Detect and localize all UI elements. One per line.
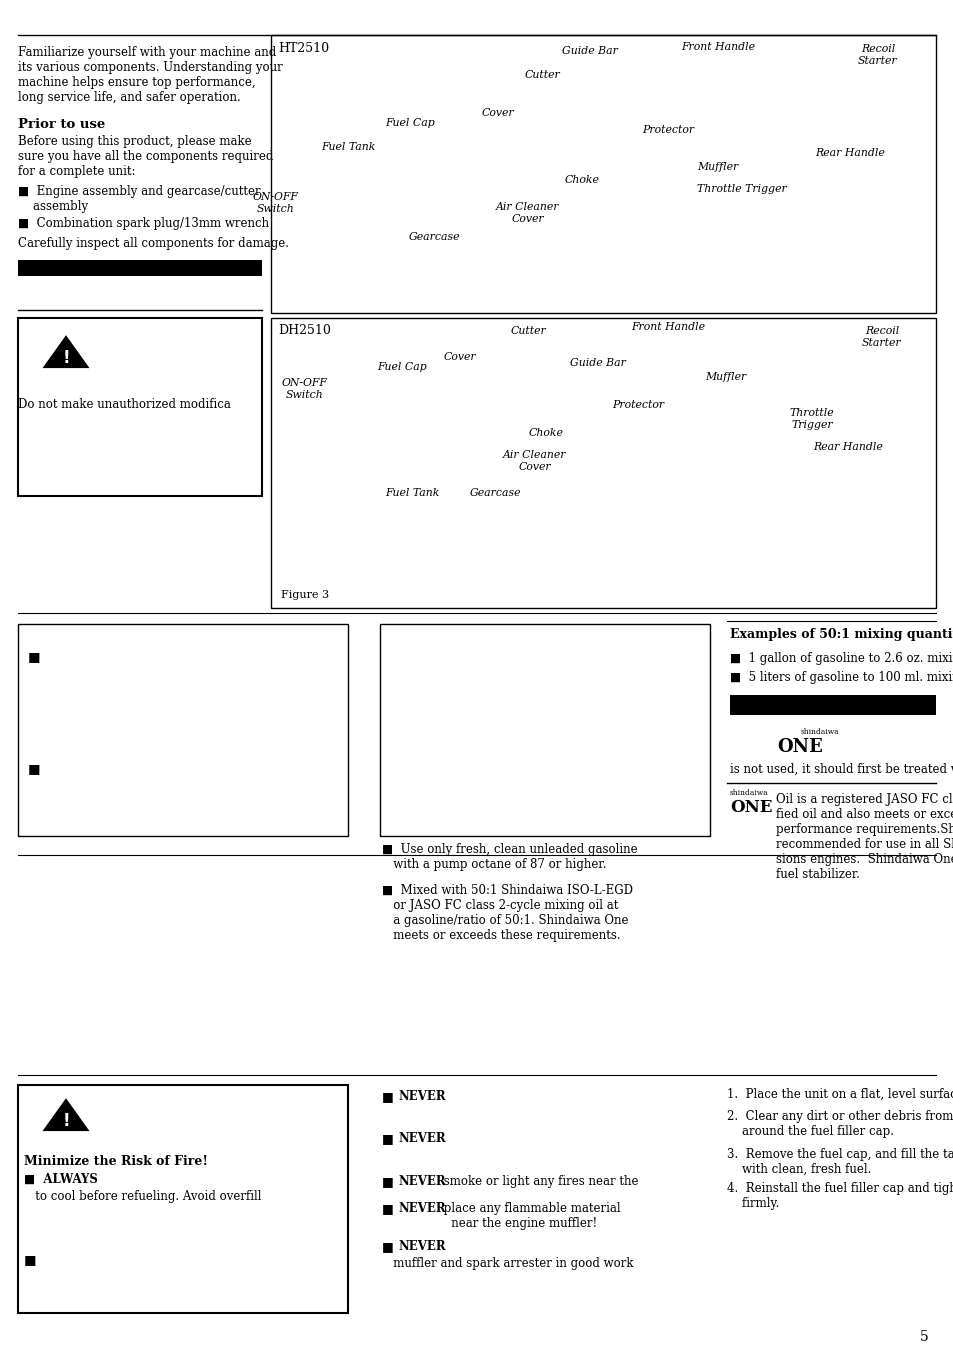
Text: ■: ■: [381, 1174, 401, 1188]
Text: NEVER: NEVER: [397, 1089, 445, 1103]
Polygon shape: [45, 1100, 87, 1130]
Bar: [18, 624, 348, 836]
Text: smoke or light any fires near the: smoke or light any fires near the: [439, 1174, 638, 1188]
Text: ■: ■: [28, 761, 40, 775]
Text: to cool before refueling. Avoid overfill: to cool before refueling. Avoid overfill: [24, 1189, 261, 1203]
Text: Protector: Protector: [641, 126, 694, 135]
Text: ■: ■: [24, 1253, 36, 1266]
Text: Gearcase: Gearcase: [470, 487, 521, 498]
Text: Recoil
Starter: Recoil Starter: [858, 45, 897, 66]
Text: Air Cleaner
Cover: Air Cleaner Cover: [496, 202, 559, 224]
Text: !: !: [62, 350, 70, 367]
Text: Fuel Tank: Fuel Tank: [384, 487, 438, 498]
Bar: [379, 624, 709, 836]
Bar: [18, 1085, 348, 1314]
Text: ■  ALWAYS: ■ ALWAYS: [24, 1173, 98, 1187]
Text: Recoil
Starter: Recoil Starter: [862, 325, 901, 347]
Text: !: !: [62, 1112, 70, 1130]
Text: Carefully inspect all components for damage.: Carefully inspect all components for dam…: [18, 238, 289, 250]
Text: muffler and spark arrester in good work: muffler and spark arrester in good work: [381, 1257, 633, 1270]
Text: ■: ■: [381, 1133, 401, 1145]
Text: ■: ■: [381, 1241, 401, 1253]
Text: Minimize the Risk of Fire!: Minimize the Risk of Fire!: [24, 1156, 208, 1168]
Text: Familiarize yourself with your machine and
its various components. Understanding: Familiarize yourself with your machine a…: [18, 46, 282, 104]
Text: Choke: Choke: [564, 176, 598, 185]
Text: ■  Engine assembly and gearcase/cutter
    assembly: ■ Engine assembly and gearcase/cutter as…: [18, 185, 260, 213]
Text: Rear Handle: Rear Handle: [812, 441, 882, 452]
Bar: [729, 695, 935, 716]
Bar: [18, 261, 262, 275]
Text: Fuel Tank: Fuel Tank: [320, 142, 375, 153]
Text: Gearcase: Gearcase: [409, 232, 460, 242]
Text: Oil is a registered JASO FC classi-
fied oil and also meets or exceeds ISO-L-EGD: Oil is a registered JASO FC classi- fied…: [775, 792, 953, 882]
Text: Do not make unauthorized modifica: Do not make unauthorized modifica: [18, 398, 231, 410]
Text: ■  Mixed with 50:1 Shindaiwa ISO-L-EGD
   or JASO FC class 2-cycle mixing oil at: ■ Mixed with 50:1 Shindaiwa ISO-L-EGD or…: [381, 884, 633, 942]
Text: Front Handle: Front Handle: [680, 42, 754, 53]
Text: 3.  Remove the fuel cap, and fill the tank
    with clean, fresh fuel.: 3. Remove the fuel cap, and fill the tan…: [726, 1148, 953, 1176]
Text: ■  5 liters of gasoline to 100 ml. mixing oil: ■ 5 liters of gasoline to 100 ml. mixing…: [729, 671, 953, 684]
Text: Fuel Cap: Fuel Cap: [376, 362, 426, 373]
Text: place any flammable material
   near the engine muffler!: place any flammable material near the en…: [439, 1202, 620, 1230]
Text: Guide Bar: Guide Bar: [570, 358, 625, 369]
Text: Throttle
Trigger: Throttle Trigger: [789, 408, 834, 429]
Bar: [18, 319, 262, 495]
Text: Cutter: Cutter: [510, 325, 545, 336]
Text: Front Handle: Front Handle: [630, 323, 704, 332]
Text: ■: ■: [381, 1089, 401, 1103]
Text: Prior to use: Prior to use: [18, 117, 105, 131]
Text: Figure 3: Figure 3: [281, 590, 329, 599]
Text: ■: ■: [28, 649, 40, 663]
Text: Muffler: Muffler: [697, 162, 738, 171]
Text: ■  1 gallon of gasoline to 2.6 oz. mixing oil: ■ 1 gallon of gasoline to 2.6 oz. mixing…: [729, 652, 953, 666]
Text: ONE: ONE: [729, 799, 772, 815]
Text: is not used, it should first be treated with: is not used, it should first be treated …: [729, 763, 953, 776]
Text: Fuel Cap: Fuel Cap: [385, 117, 435, 128]
Text: shindaiwa: shindaiwa: [800, 728, 839, 736]
Text: Rear Handle: Rear Handle: [814, 148, 884, 158]
Text: 1.  Place the unit on a flat, level surface.: 1. Place the unit on a flat, level surfa…: [726, 1088, 953, 1102]
Text: Throttle Trigger: Throttle Trigger: [697, 184, 786, 194]
Bar: [271, 35, 935, 313]
Text: ONE: ONE: [777, 738, 822, 756]
Text: ON-OFF
Switch: ON-OFF Switch: [282, 378, 328, 400]
Text: Muffler: Muffler: [704, 373, 746, 382]
Text: Guide Bar: Guide Bar: [561, 46, 618, 55]
Text: Protector: Protector: [611, 400, 663, 410]
Text: 4.  Reinstall the fuel filler cap and tighten
    firmly.: 4. Reinstall the fuel filler cap and tig…: [726, 1183, 953, 1210]
Text: NEVER: NEVER: [397, 1174, 445, 1188]
Text: HT2510: HT2510: [277, 42, 329, 55]
Text: ■  Use only fresh, clean unleaded gasoline
   with a pump octane of 87 or higher: ■ Use only fresh, clean unleaded gasolin…: [381, 842, 637, 871]
Text: NEVER: NEVER: [397, 1241, 445, 1253]
Text: Choke: Choke: [528, 428, 563, 437]
Text: 5: 5: [919, 1330, 927, 1345]
Text: ■  Combination spark plug/13mm wrench: ■ Combination spark plug/13mm wrench: [18, 217, 269, 230]
Text: shindaiwa: shindaiwa: [729, 788, 768, 796]
Text: Before using this product, please make
sure you have all the components required: Before using this product, please make s…: [18, 135, 274, 178]
Text: NEVER: NEVER: [397, 1133, 445, 1145]
Text: DH2510: DH2510: [277, 324, 331, 338]
Text: Cover: Cover: [443, 352, 476, 362]
Text: ON-OFF
Switch: ON-OFF Switch: [253, 192, 298, 213]
Text: Cutter: Cutter: [523, 70, 559, 80]
Text: Air Cleaner
Cover: Air Cleaner Cover: [503, 450, 566, 471]
Polygon shape: [45, 338, 87, 367]
Text: ■: ■: [381, 1202, 401, 1215]
Bar: [271, 319, 935, 608]
Text: 2.  Clear any dirt or other debris from
    around the fuel filler cap.: 2. Clear any dirt or other debris from a…: [726, 1110, 952, 1138]
Text: Cover: Cover: [481, 108, 514, 117]
Text: Examples of 50:1 mixing quantities: Examples of 50:1 mixing quantities: [729, 628, 953, 641]
Text: NEVER: NEVER: [397, 1202, 445, 1215]
